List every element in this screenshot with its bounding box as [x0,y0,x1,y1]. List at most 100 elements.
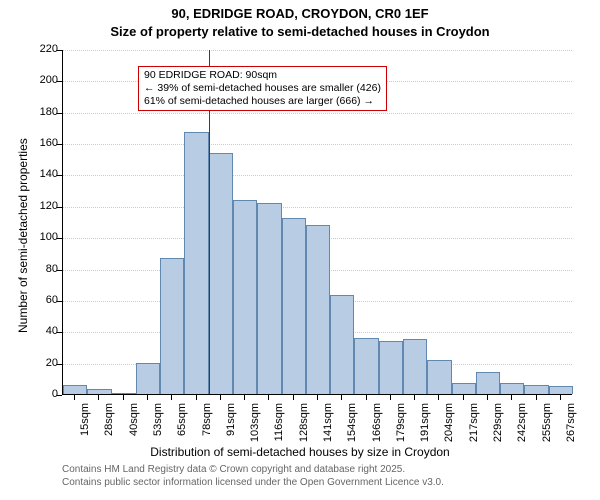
y-tick-mark [57,238,62,239]
y-tick-mark [57,144,62,145]
x-tick-label: 229sqm [492,403,504,448]
gridline [63,175,572,176]
x-tick-label: 179sqm [395,403,407,448]
histogram-bar [379,341,403,394]
histogram-bar [136,363,160,394]
y-tick-mark [57,395,62,396]
credits: Contains HM Land Registry data © Crown c… [62,463,444,489]
histogram-bar [257,203,281,394]
x-tick-mark [438,395,439,400]
x-tick-label: 40sqm [128,403,140,448]
x-tick-mark [98,395,99,400]
histogram-bar [330,295,354,394]
x-tick-label: 103sqm [249,403,261,448]
x-tick-label: 217sqm [468,403,480,448]
histogram-bar [87,389,111,394]
x-tick-mark [244,395,245,400]
chart-title-line1: 90, EDRIDGE ROAD, CROYDON, CR0 1EF [0,6,600,21]
x-tick-label: 116sqm [273,403,285,448]
y-tick-mark [57,113,62,114]
gridline [63,207,572,208]
x-tick-mark [511,395,512,400]
x-tick-mark [293,395,294,400]
histogram-bar [233,200,257,394]
x-tick-mark [317,395,318,400]
histogram-bar [500,383,524,394]
y-tick-label: 140 [28,168,58,180]
x-tick-mark [414,395,415,400]
gridline [63,113,572,114]
credits-line1: Contains HM Land Registry data © Crown c… [62,463,444,476]
annotation-line2: ← 39% of semi-detached houses are smalle… [144,82,381,95]
x-tick-mark [366,395,367,400]
x-tick-mark [341,395,342,400]
x-tick-label: 191sqm [419,403,431,448]
y-tick-label: 100 [28,231,58,243]
y-tick-mark [57,364,62,365]
x-tick-label: 78sqm [201,403,213,448]
histogram-bar [184,132,208,394]
chart-title-line2: Size of property relative to semi-detach… [0,24,600,39]
histogram-bar [427,360,451,395]
y-tick-label: 40 [28,325,58,337]
y-tick-mark [57,207,62,208]
annotation-box: 90 EDRIDGE ROAD: 90sqm ← 39% of semi-det… [138,66,387,111]
histogram-bar [476,372,500,394]
y-tick-label: 120 [28,200,58,212]
x-tick-mark [560,395,561,400]
x-tick-label: 141sqm [322,403,334,448]
y-tick-label: 80 [28,263,58,275]
x-tick-label: 128sqm [298,403,310,448]
y-tick-mark [57,332,62,333]
y-tick-label: 20 [28,357,58,369]
histogram-bar [112,393,136,394]
x-tick-label: 28sqm [103,403,115,448]
y-tick-mark [57,301,62,302]
histogram-bar [209,153,233,395]
histogram-chart: 90, EDRIDGE ROAD, CROYDON, CR0 1EF Size … [0,0,600,500]
x-tick-mark [147,395,148,400]
histogram-bar [306,225,330,394]
x-tick-label: 15sqm [79,403,91,448]
x-tick-mark [390,395,391,400]
x-tick-mark [123,395,124,400]
histogram-bar [403,339,427,394]
y-tick-mark [57,270,62,271]
x-tick-mark [196,395,197,400]
y-tick-label: 0 [28,388,58,400]
x-tick-label: 53sqm [152,403,164,448]
x-tick-label: 204sqm [443,403,455,448]
y-tick-label: 220 [28,43,58,55]
x-tick-label: 255sqm [541,403,553,448]
gridline [63,144,572,145]
credits-line2: Contains public sector information licen… [62,476,444,489]
annotation-line3: 61% of semi-detached houses are larger (… [144,95,381,108]
histogram-bar [452,383,476,394]
x-tick-label: 65sqm [176,403,188,448]
y-tick-mark [57,175,62,176]
y-tick-label: 180 [28,106,58,118]
x-tick-mark [487,395,488,400]
x-tick-label: 91sqm [225,403,237,448]
plot-area: 90 EDRIDGE ROAD: 90sqm ← 39% of semi-det… [62,50,572,395]
histogram-bar [160,258,184,394]
y-tick-mark [57,50,62,51]
y-tick-label: 160 [28,137,58,149]
gridline [63,50,572,51]
histogram-bar [282,218,306,394]
histogram-bar [63,385,87,394]
x-tick-mark [463,395,464,400]
x-tick-mark [171,395,172,400]
x-tick-label: 166sqm [371,403,383,448]
x-tick-label: 242sqm [516,403,528,448]
y-tick-label: 60 [28,294,58,306]
annotation-line1: 90 EDRIDGE ROAD: 90sqm [144,69,381,82]
y-tick-mark [57,81,62,82]
x-tick-mark [74,395,75,400]
x-tick-mark [268,395,269,400]
x-tick-label: 154sqm [346,403,358,448]
x-tick-label: 267sqm [565,403,577,448]
histogram-bar [354,338,378,394]
histogram-bar [549,386,573,394]
x-tick-mark [536,395,537,400]
